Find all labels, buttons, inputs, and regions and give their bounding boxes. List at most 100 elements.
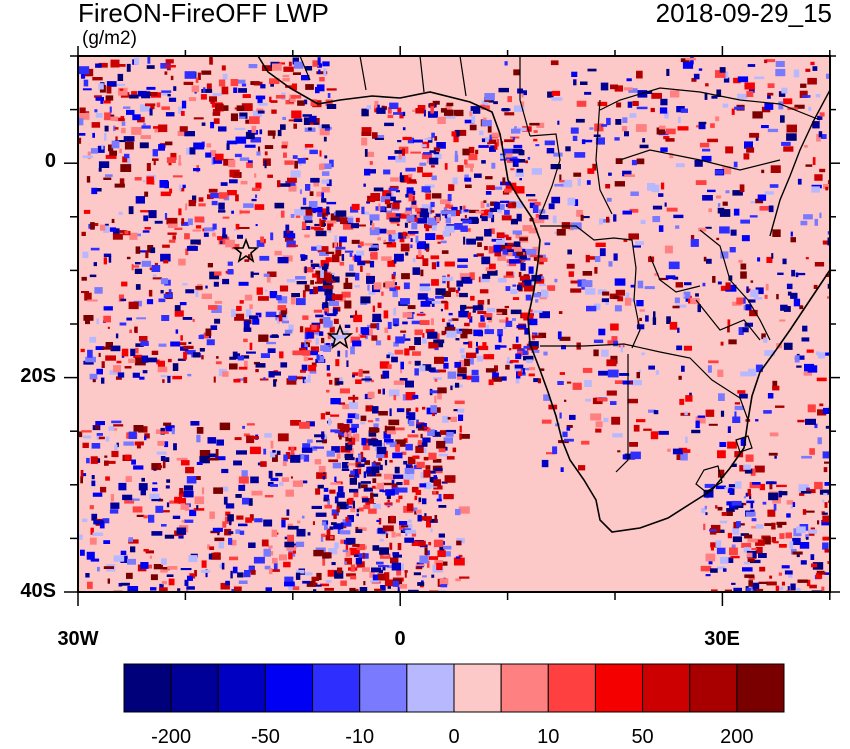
lwp-speckle bbox=[781, 87, 788, 94]
lwp-speckle bbox=[299, 189, 302, 194]
lwp-speckle bbox=[444, 109, 454, 116]
lwp-speckle bbox=[805, 164, 813, 167]
lwp-speckle bbox=[389, 408, 392, 417]
lwp-speckle bbox=[194, 570, 197, 577]
lwp-speckle bbox=[126, 572, 133, 579]
lwp-speckle bbox=[101, 144, 104, 150]
lwp-speckle bbox=[478, 276, 482, 283]
lwp-speckle bbox=[776, 521, 787, 525]
lwp-speckle bbox=[452, 177, 458, 185]
lwp-speckle bbox=[407, 231, 419, 234]
lwp-speckle bbox=[402, 321, 408, 325]
colorbar-swatch bbox=[736, 663, 785, 713]
lwp-speckle bbox=[363, 504, 371, 510]
lwp-speckle bbox=[755, 546, 763, 554]
lwp-speckle bbox=[636, 158, 645, 165]
lwp-speckle bbox=[427, 217, 438, 226]
lwp-speckle bbox=[469, 124, 477, 131]
lwp-speckle bbox=[306, 332, 314, 339]
lwp-speckle bbox=[394, 323, 398, 327]
lwp-speckle bbox=[610, 401, 617, 405]
lwp-speckle bbox=[321, 303, 325, 309]
lwp-speckle bbox=[146, 163, 151, 171]
lwp-speckle bbox=[614, 380, 624, 384]
lwp-speckle bbox=[323, 346, 331, 352]
lwp-speckle bbox=[161, 524, 167, 527]
lwp-speckle bbox=[272, 557, 278, 564]
lwp-speckle bbox=[212, 527, 223, 532]
lwp-speckle bbox=[136, 514, 145, 517]
lwp-speckle bbox=[750, 201, 755, 204]
lwp-speckle bbox=[172, 235, 176, 240]
lwp-speckle bbox=[521, 93, 524, 98]
lwp-speckle bbox=[347, 413, 357, 419]
lwp-speckle bbox=[198, 197, 204, 202]
lwp-speckle bbox=[624, 174, 635, 177]
lwp-speckle bbox=[183, 345, 194, 349]
lwp-speckle bbox=[570, 288, 582, 293]
lwp-speckle bbox=[816, 351, 820, 356]
lwp-speckle bbox=[719, 529, 725, 533]
lwp-speckle bbox=[287, 534, 294, 542]
lwp-speckle bbox=[368, 427, 378, 433]
lwp-speckle bbox=[471, 218, 479, 224]
lwp-speckle bbox=[399, 175, 405, 183]
lwp-speckle bbox=[269, 291, 278, 299]
lwp-speckle bbox=[367, 420, 374, 423]
lwp-speckle bbox=[440, 240, 447, 244]
lwp-speckle bbox=[675, 225, 680, 229]
lwp-speckle bbox=[464, 209, 469, 212]
lwp-speckle bbox=[302, 350, 311, 356]
lwp-speckle bbox=[135, 246, 141, 254]
lwp-speckle bbox=[581, 139, 586, 145]
lwp-speckle bbox=[464, 215, 467, 218]
lwp-speckle bbox=[636, 106, 648, 110]
lwp-speckle bbox=[769, 432, 779, 437]
lwp-speckle bbox=[390, 557, 399, 564]
lwp-speckle bbox=[566, 263, 575, 269]
lwp-speckle bbox=[209, 57, 213, 65]
lwp-speckle bbox=[776, 484, 787, 488]
lwp-speckle bbox=[481, 119, 492, 127]
lwp-speckle bbox=[653, 410, 659, 415]
lwp-speckle bbox=[515, 353, 522, 360]
lwp-speckle bbox=[316, 84, 325, 92]
lwp-speckle bbox=[372, 473, 382, 477]
lwp-speckle bbox=[366, 151, 374, 157]
lwp-speckle bbox=[425, 550, 430, 556]
lwp-speckle bbox=[621, 126, 628, 132]
lwp-speckle bbox=[421, 516, 432, 521]
lwp-speckle bbox=[533, 218, 545, 224]
lwp-speckle bbox=[524, 279, 532, 286]
lwp-speckle bbox=[285, 489, 294, 497]
lwp-speckle bbox=[509, 259, 520, 264]
lwp-speckle bbox=[225, 239, 235, 248]
lwp-speckle bbox=[326, 373, 331, 377]
lwp-speckle bbox=[726, 501, 732, 506]
lwp-speckle bbox=[377, 237, 381, 241]
lwp-speckle bbox=[322, 476, 326, 480]
lwp-speckle bbox=[455, 328, 464, 334]
lwp-speckle bbox=[440, 584, 448, 588]
lwp-speckle bbox=[311, 206, 323, 213]
lwp-speckle bbox=[384, 327, 389, 333]
lwp-speckle bbox=[786, 133, 797, 141]
lwp-speckle bbox=[196, 434, 201, 443]
lwp-speckle bbox=[719, 67, 726, 73]
lwp-speckle bbox=[740, 271, 747, 279]
lwp-speckle bbox=[417, 442, 428, 447]
lwp-speckle bbox=[815, 94, 821, 98]
lwp-speckle bbox=[360, 265, 363, 272]
lwp-speckle bbox=[293, 548, 296, 554]
lwp-speckle bbox=[385, 196, 396, 202]
lwp-speckle bbox=[511, 202, 518, 207]
africa-coastline bbox=[257, 56, 830, 533]
lwp-speckle bbox=[211, 200, 218, 206]
lwp-speckle bbox=[730, 555, 740, 559]
lwp-speckle bbox=[360, 327, 370, 336]
lwp-speckle bbox=[511, 246, 523, 252]
lwp-speckle bbox=[766, 581, 777, 586]
lwp-speckle bbox=[155, 505, 164, 513]
lwp-speckle bbox=[394, 150, 404, 154]
lwp-speckle bbox=[237, 79, 246, 84]
